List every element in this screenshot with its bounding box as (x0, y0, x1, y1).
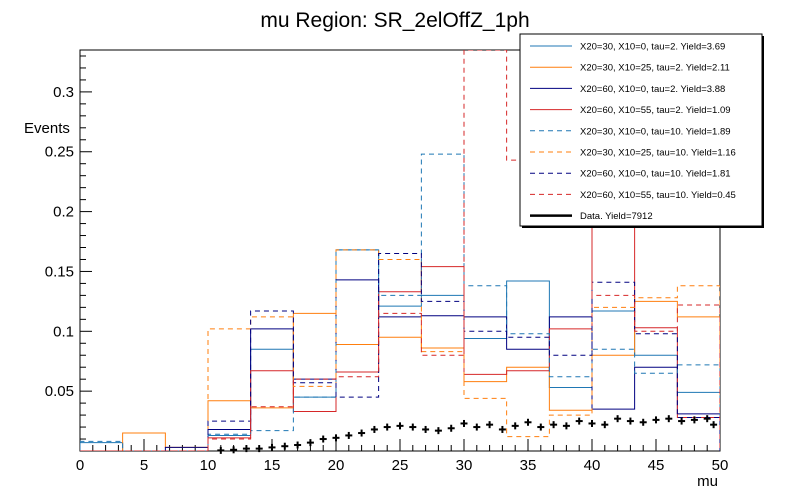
data-point (486, 421, 494, 429)
data-point (588, 419, 596, 427)
x-tick-label: 25 (392, 457, 409, 474)
legend-entry: X20=30, X10=25, tau=2. Yield=2.11 (580, 63, 730, 74)
histogram-series-6 (80, 249, 720, 451)
data-point (268, 443, 276, 451)
data-point (422, 425, 430, 433)
data-point (614, 415, 622, 423)
data-point (242, 445, 250, 453)
x-tick-label: 15 (264, 457, 281, 474)
data-point (524, 418, 532, 426)
data-point (358, 429, 366, 437)
legend-entry: X20=60, X10=0, tau=2. Yield=3.88 (580, 84, 725, 95)
data-point (473, 423, 481, 431)
data-point (537, 423, 545, 431)
data-point (626, 417, 634, 425)
y-tick-label: 0.15 (45, 263, 74, 280)
x-tick-label: 20 (328, 457, 345, 474)
x-tick-label: 35 (520, 457, 537, 474)
data-point (511, 422, 519, 430)
data-point (294, 441, 302, 449)
x-tick-label: 30 (456, 457, 473, 474)
data-point (345, 431, 353, 439)
data-point (652, 416, 660, 424)
histogram-series-1 (80, 249, 720, 451)
data-point (255, 445, 263, 453)
x-axis-label: mu (697, 473, 718, 490)
data-point (710, 421, 718, 429)
data-point (217, 446, 225, 454)
data-point (332, 434, 340, 442)
data-point (678, 417, 686, 425)
chart-title: mu Region: SR_2elOffZ_1ph (260, 9, 529, 32)
data-point (460, 419, 468, 427)
data-point (383, 423, 391, 431)
x-tick-label: 0 (76, 457, 84, 474)
data-point (281, 442, 289, 450)
data-point (230, 446, 238, 454)
data-point (690, 416, 698, 424)
data-point (639, 418, 647, 426)
data-point (562, 422, 570, 430)
legend-entry: Data. Yield=7912 (580, 211, 653, 222)
legend-entry: X20=60, X10=55, tau=2. Yield=1.09 (580, 105, 731, 116)
y-tick-label: 0.2 (53, 204, 74, 221)
data-point (306, 439, 314, 447)
x-tick-label: 5 (140, 457, 148, 474)
y-tick-label: 0.3 (53, 84, 74, 101)
data-point (665, 415, 673, 423)
data-point (575, 417, 583, 425)
legend-entry: X20=30, X10=0, tau=10. Yield=1.89 (580, 126, 731, 137)
data-point (550, 421, 558, 429)
data-point (601, 421, 609, 429)
y-tick-label: 0.25 (45, 144, 74, 161)
x-tick-label: 45 (648, 457, 665, 474)
data-point (447, 424, 455, 432)
x-tick-label: 40 (584, 457, 601, 474)
data-point (409, 423, 417, 431)
data-point (319, 435, 327, 443)
data-point (396, 422, 404, 430)
legend-entry: X20=30, X10=0, tau=2. Yield=3.69 (580, 42, 725, 53)
legend-entry: X20=60, X10=0, tau=10. Yield=1.81 (580, 169, 731, 180)
plot-area: 0 5 10 15 20 25 30 35 40 45 50 0.05 0.1 0.15 0.2 0.25 0.… (45, 49, 729, 474)
legend: X20=30, X10=0, tau=2. Yield=3.69 X20=30, … (519, 33, 764, 228)
y-tick-label: 0.1 (53, 323, 74, 340)
histogram-series-7 (80, 252, 720, 451)
legend-entry: X20=60, X10=55, tau=10. Yield=0.45 (580, 190, 736, 201)
data-point (703, 415, 711, 423)
data-point (498, 425, 506, 433)
data-point (370, 425, 378, 433)
legend-entry: X20=30, X10=25, tau=10. Yield=1.16 (580, 148, 736, 159)
x-tick-label: 50 (712, 457, 729, 474)
x-tick-label: 10 (200, 457, 217, 474)
data-point (434, 427, 442, 435)
histogram-series-4 (80, 217, 720, 451)
y-tick-label: 0.05 (45, 383, 74, 400)
y-axis-label: Events (24, 120, 70, 137)
histogram-series-5 (80, 153, 720, 451)
